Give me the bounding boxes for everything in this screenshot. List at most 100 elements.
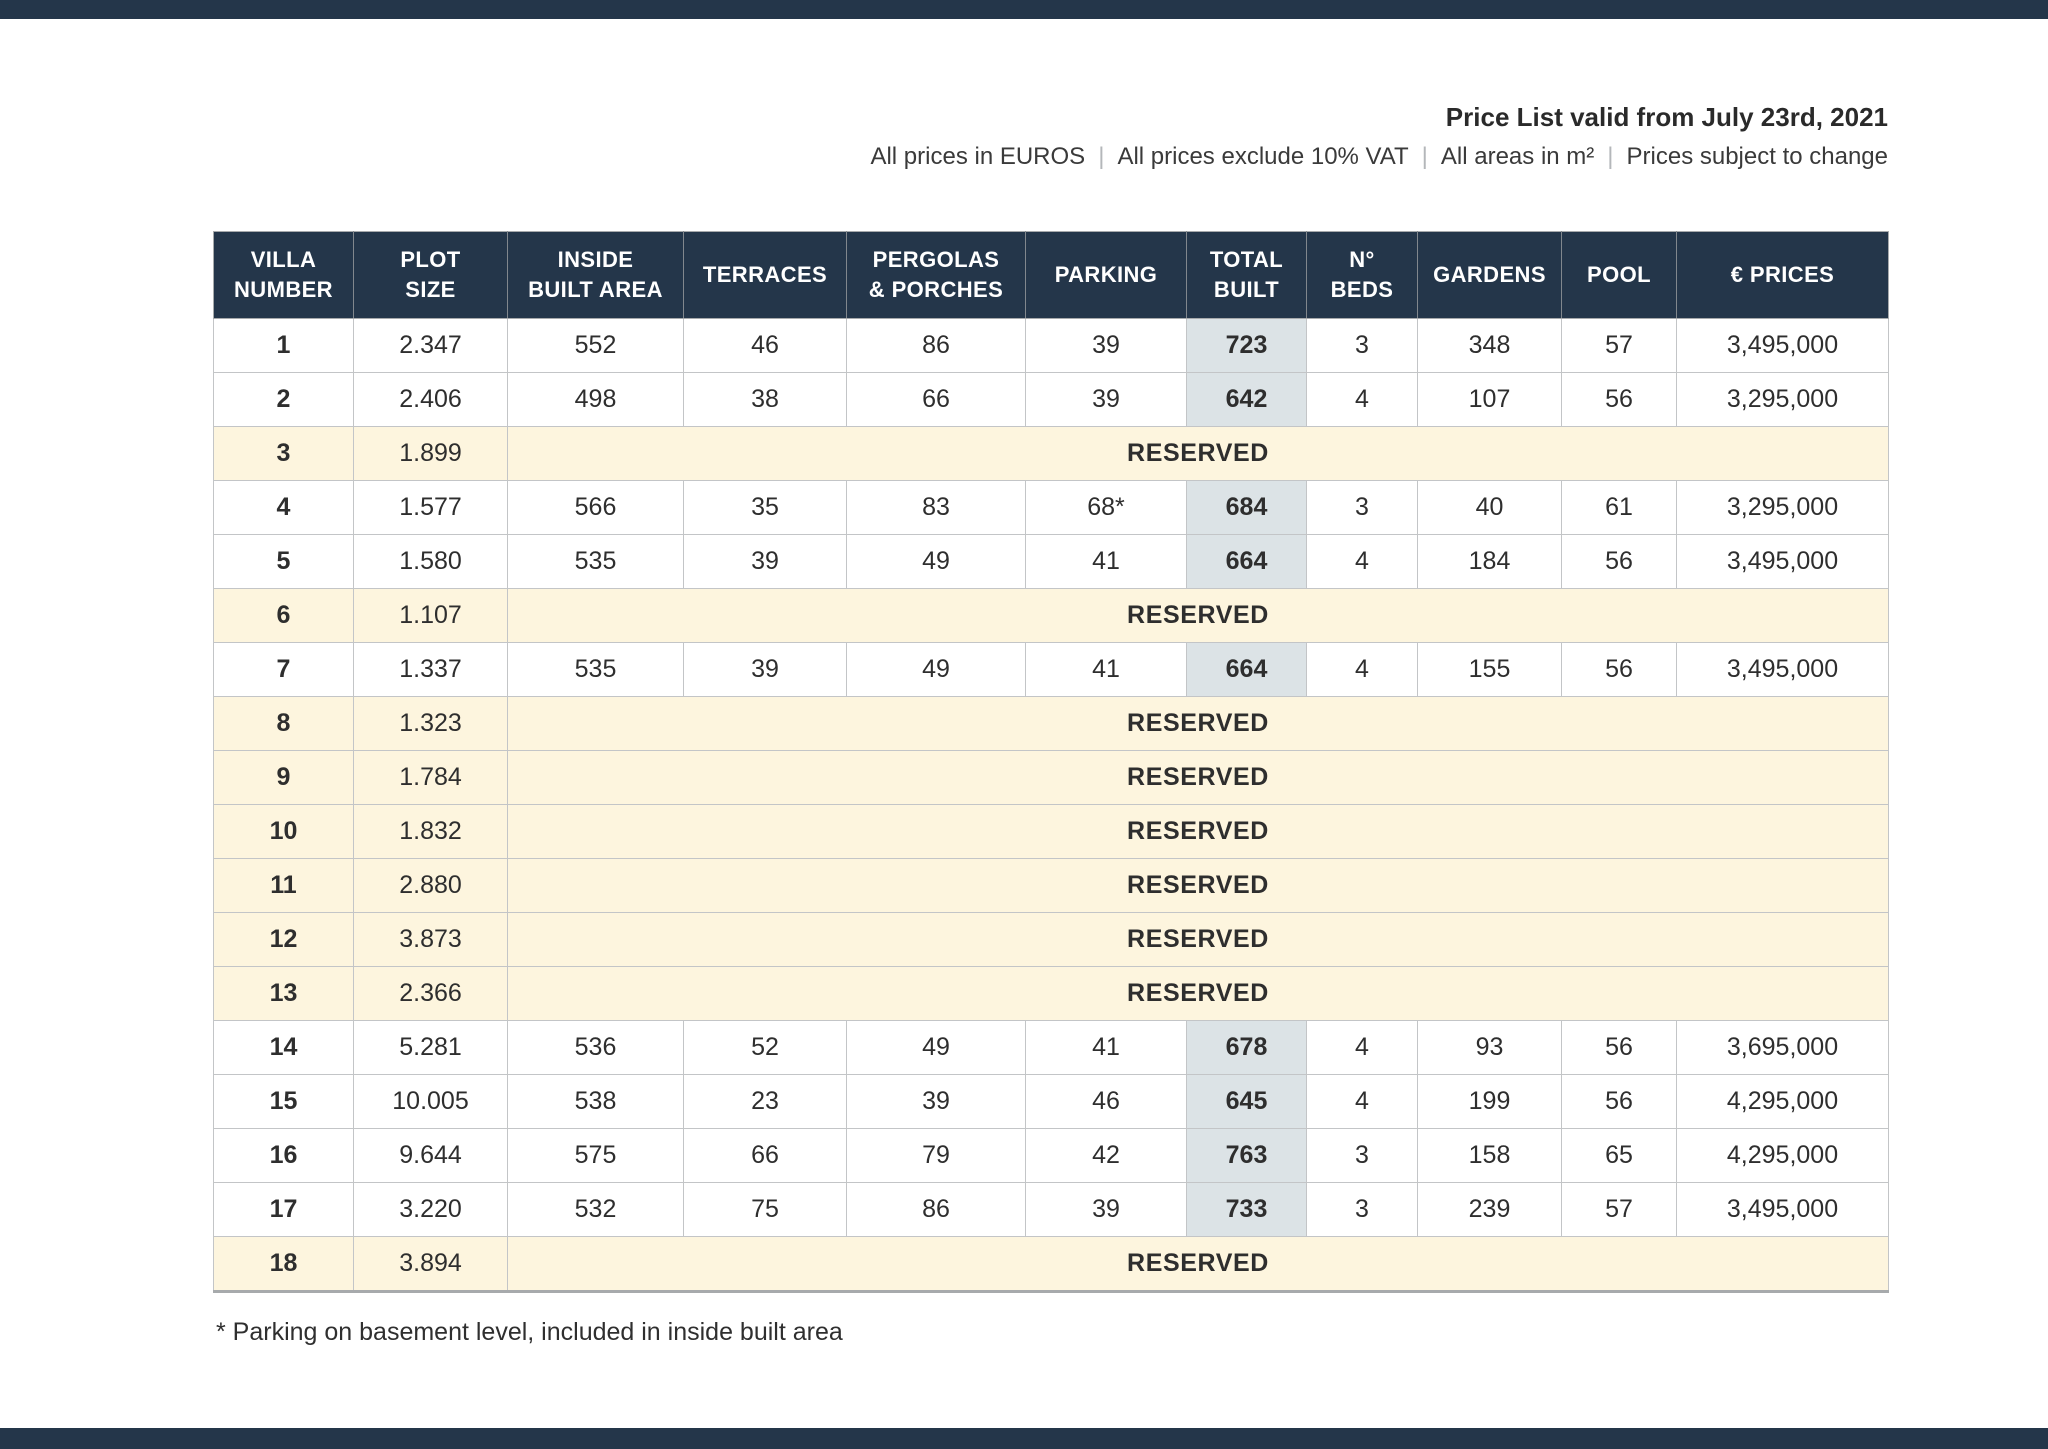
cell-terraces: 75 xyxy=(683,1182,847,1237)
cell-villa: 2 xyxy=(213,372,354,427)
cell-villa: 12 xyxy=(213,912,354,967)
cell-reserved: RESERVED xyxy=(507,1236,1889,1292)
table-row: 10 1.832 RESERVED xyxy=(213,804,1889,859)
subtitle-condition: All areas in m² xyxy=(1440,143,1595,170)
cell-total: 684 xyxy=(1186,480,1307,535)
cell-price: 3,295,000 xyxy=(1676,480,1889,535)
cell-villa: 13 xyxy=(213,966,354,1021)
cell-price: 3,295,000 xyxy=(1676,372,1889,427)
cell-beds: 4 xyxy=(1306,1074,1418,1129)
cell-inside: 535 xyxy=(507,642,684,697)
col-header-villa: VILLA NUMBER xyxy=(213,231,354,319)
cell-pergolas: 49 xyxy=(846,1020,1026,1075)
cell-beds: 4 xyxy=(1306,534,1418,589)
cell-terraces: 38 xyxy=(683,372,847,427)
cell-total: 642 xyxy=(1186,372,1307,427)
cell-parking: 39 xyxy=(1025,318,1187,373)
cell-price: 3,495,000 xyxy=(1676,1182,1889,1237)
subtitle-condition: All prices exclude 10% VAT xyxy=(1117,143,1409,170)
cell-pergolas: 86 xyxy=(846,318,1026,373)
table-row: 14 5.281 536 52 49 41 678 4 93 56 3,695,000 xyxy=(213,1020,1889,1075)
cell-total: 723 xyxy=(1186,318,1307,373)
cell-villa: 11 xyxy=(213,858,354,913)
cell-gardens: 199 xyxy=(1417,1074,1562,1129)
cell-plot: 2.880 xyxy=(353,858,508,913)
cell-price: 3,495,000 xyxy=(1676,534,1889,589)
subtitle-separator: | xyxy=(1607,143,1614,170)
cell-pool: 56 xyxy=(1561,372,1677,427)
cell-beds: 3 xyxy=(1306,480,1418,535)
table-row: 12 3.873 RESERVED xyxy=(213,912,1889,967)
table-row: 16 9.644 575 66 79 42 763 3 158 65 4,295,000 xyxy=(213,1128,1889,1183)
cell-plot: 1.832 xyxy=(353,804,508,859)
col-header-pool: POOL xyxy=(1561,231,1677,319)
cell-gardens: 93 xyxy=(1417,1020,1562,1075)
footnote: * Parking on basement level, included in… xyxy=(216,1318,843,1346)
cell-beds: 4 xyxy=(1306,642,1418,697)
cell-inside: 498 xyxy=(507,372,684,427)
price-table: VILLA NUMBER PLOT SIZE INSIDE BUILT AREA TE… xyxy=(213,231,1889,1293)
subtitle-separator: | xyxy=(1098,143,1105,170)
cell-pergolas: 49 xyxy=(846,642,1026,697)
cell-reserved: RESERVED xyxy=(507,588,1889,643)
cell-pool: 56 xyxy=(1561,1020,1677,1075)
cell-villa: 6 xyxy=(213,588,354,643)
table-row: 2 2.406 498 38 66 39 642 4 107 56 3,295,000 xyxy=(213,372,1889,427)
cell-reserved: RESERVED xyxy=(507,858,1889,913)
table-row: 8 1.323 RESERVED xyxy=(213,696,1889,751)
cell-total: 763 xyxy=(1186,1128,1307,1183)
cell-plot: 1.899 xyxy=(353,426,508,481)
col-header-price: € PRICES xyxy=(1676,231,1889,319)
cell-villa: 15 xyxy=(213,1074,354,1129)
cell-reserved: RESERVED xyxy=(507,966,1889,1021)
cell-plot: 2.366 xyxy=(353,966,508,1021)
cell-gardens: 239 xyxy=(1417,1182,1562,1237)
cell-beds: 3 xyxy=(1306,318,1418,373)
cell-inside: 535 xyxy=(507,534,684,589)
cell-pergolas: 79 xyxy=(846,1128,1026,1183)
cell-inside: 552 xyxy=(507,318,684,373)
cell-price: 4,295,000 xyxy=(1676,1128,1889,1183)
price-table-body: 1 2.347 552 46 86 39 723 3 348 57 3,495,000 2 2.406 4… xyxy=(213,318,1889,1292)
cell-gardens: 184 xyxy=(1417,534,1562,589)
cell-gardens: 155 xyxy=(1417,642,1562,697)
cell-villa: 3 xyxy=(213,426,354,481)
cell-plot: 1.577 xyxy=(353,480,508,535)
cell-beds: 4 xyxy=(1306,372,1418,427)
cell-price: 3,495,000 xyxy=(1676,318,1889,373)
table-row: 4 1.577 566 35 83 68* 684 3 40 61 3,295,000 xyxy=(213,480,1889,535)
cell-villa: 7 xyxy=(213,642,354,697)
cell-pool: 56 xyxy=(1561,1074,1677,1129)
cell-reserved: RESERVED xyxy=(507,426,1889,481)
col-header-inside: INSIDE BUILT AREA xyxy=(507,231,684,319)
col-header-gardens: GARDENS xyxy=(1417,231,1562,319)
cell-pool: 56 xyxy=(1561,642,1677,697)
cell-inside: 538 xyxy=(507,1074,684,1129)
cell-plot: 1.337 xyxy=(353,642,508,697)
table-row: 17 3.220 532 75 86 39 733 3 239 57 3,495,000 xyxy=(213,1182,1889,1237)
cell-plot: 2.406 xyxy=(353,372,508,427)
cell-plot: 5.281 xyxy=(353,1020,508,1075)
cell-parking: 39 xyxy=(1025,1182,1187,1237)
cell-parking: 68* xyxy=(1025,480,1187,535)
subtitle-separator: | xyxy=(1421,143,1428,170)
cell-terraces: 39 xyxy=(683,642,847,697)
cell-terraces: 39 xyxy=(683,534,847,589)
subtitle-condition: Prices subject to change xyxy=(1626,143,1888,170)
cell-villa: 8 xyxy=(213,696,354,751)
cell-parking: 42 xyxy=(1025,1128,1187,1183)
cell-parking: 41 xyxy=(1025,1020,1187,1075)
cell-beds: 3 xyxy=(1306,1128,1418,1183)
table-row: 18 3.894 RESERVED xyxy=(213,1236,1889,1292)
cell-terraces: 66 xyxy=(683,1128,847,1183)
cell-total: 678 xyxy=(1186,1020,1307,1075)
cell-villa: 5 xyxy=(213,534,354,589)
cell-terraces: 35 xyxy=(683,480,847,535)
document-header: Price List valid from July 23rd, 2021 Al… xyxy=(870,102,1888,172)
cell-plot: 1.107 xyxy=(353,588,508,643)
cell-villa: 4 xyxy=(213,480,354,535)
table-row: 5 1.580 535 39 49 41 664 4 184 56 3,495,000 xyxy=(213,534,1889,589)
cell-inside: 566 xyxy=(507,480,684,535)
cell-plot: 10.005 xyxy=(353,1074,508,1129)
cell-plot: 1.784 xyxy=(353,750,508,805)
